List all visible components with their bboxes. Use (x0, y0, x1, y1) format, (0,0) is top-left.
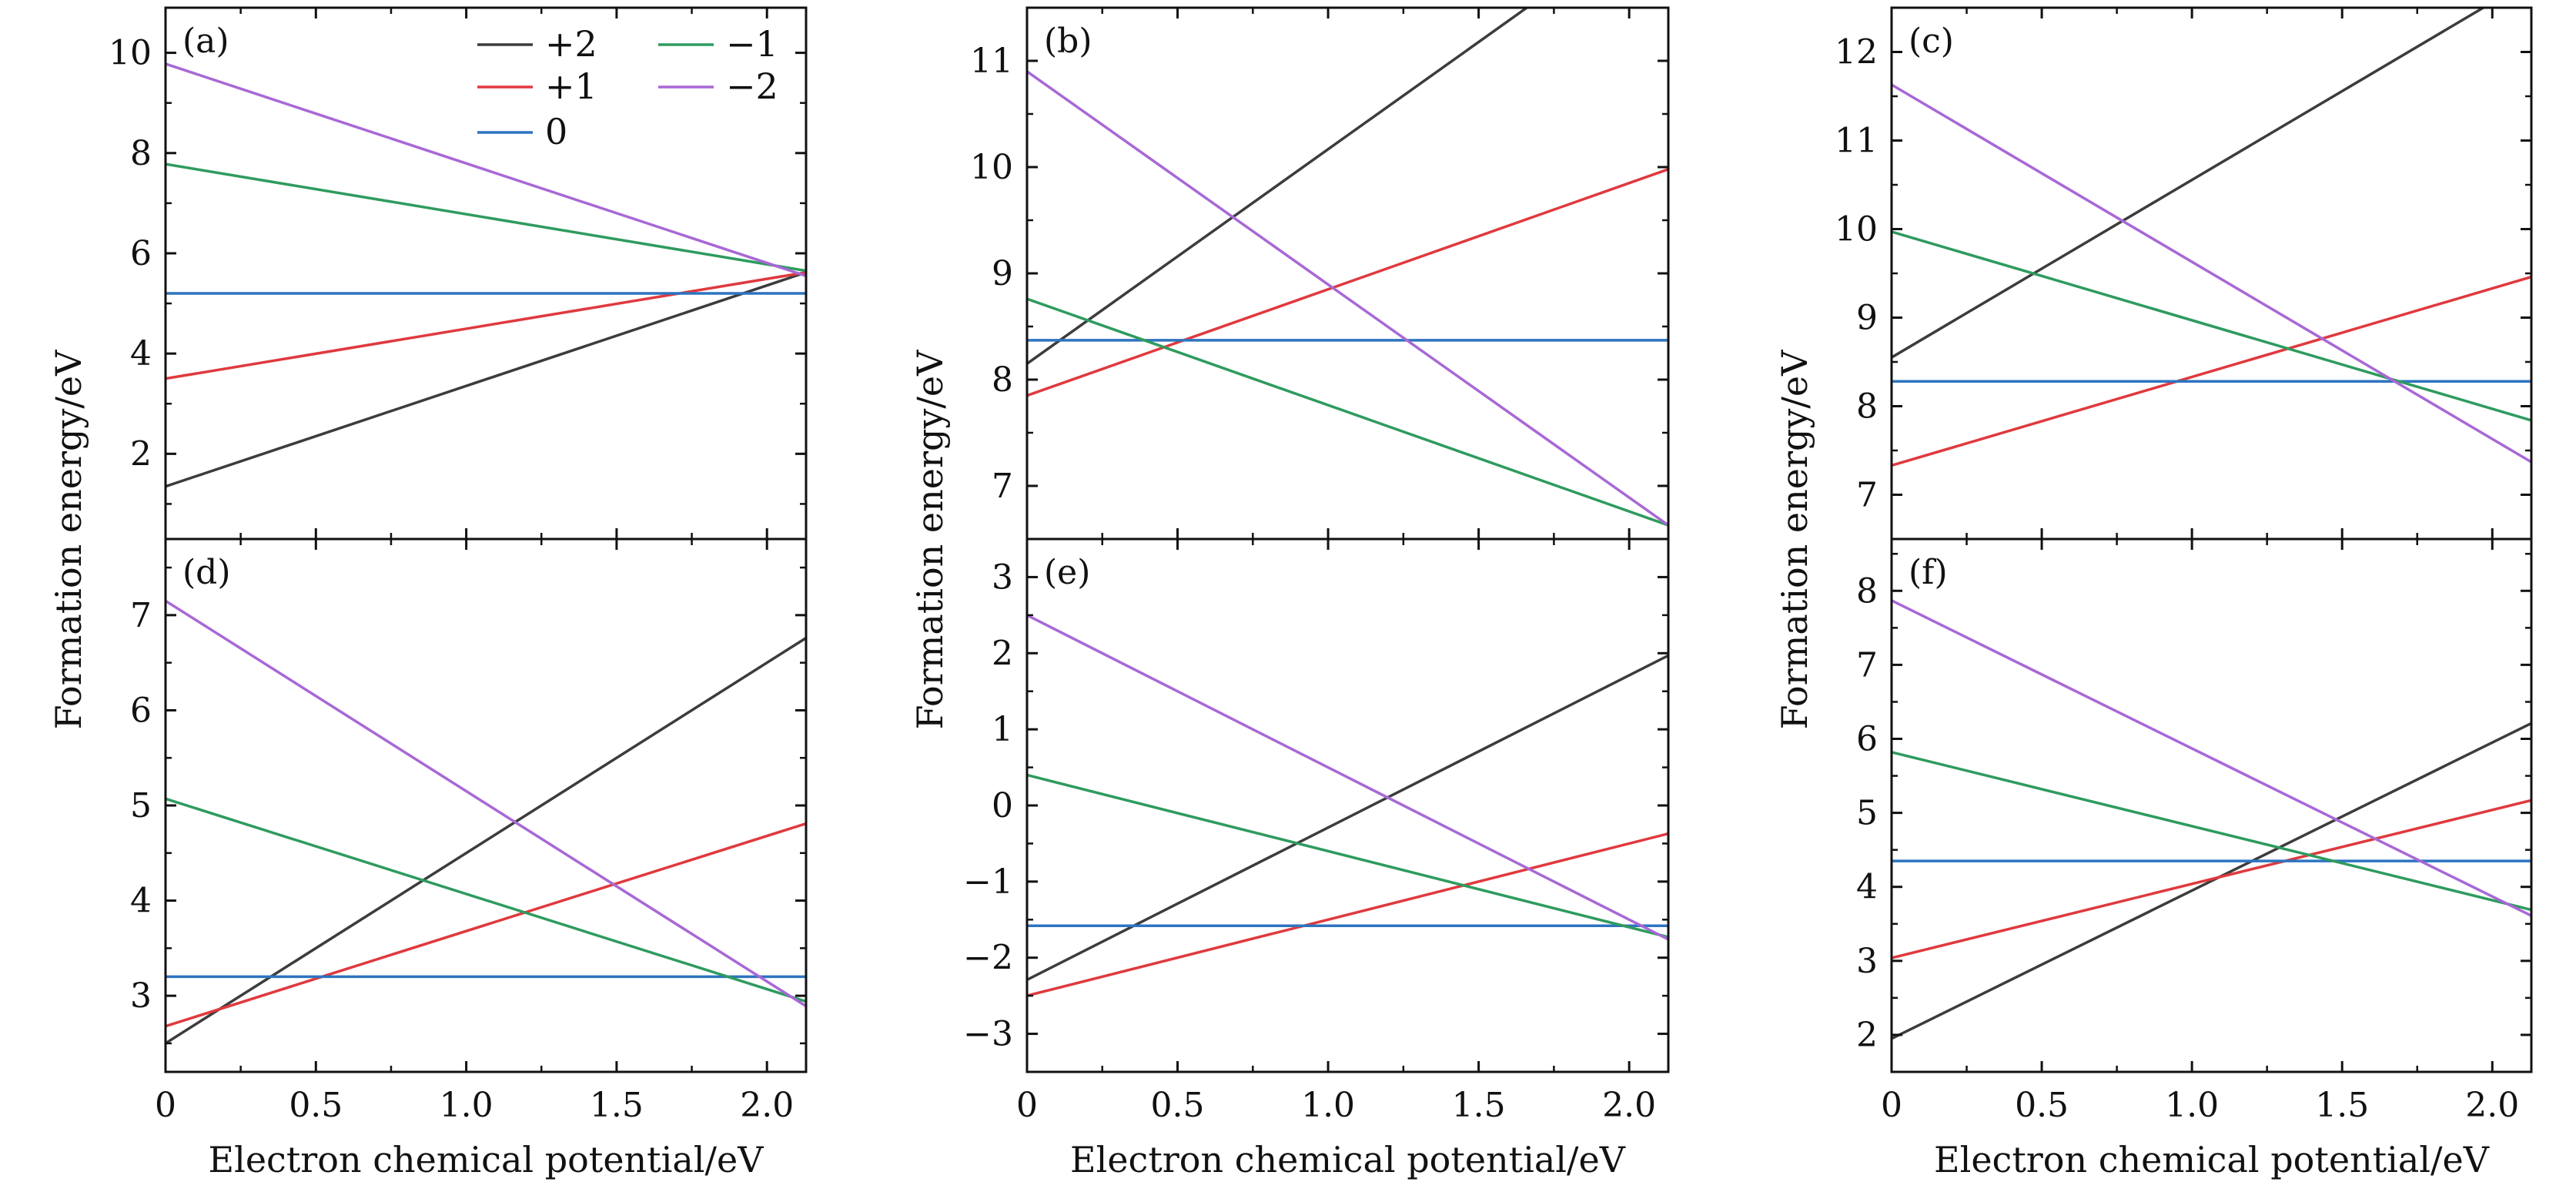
ylabel-column-1: Formation energy/eV (48, 350, 89, 729)
panel-a-series-minus2 (166, 62, 806, 277)
panel-f-series-minus1 (1892, 751, 2531, 912)
panel-a-series-plus2 (166, 271, 806, 488)
panel-f-ytick-label: 8 (1856, 571, 1878, 611)
panel-e-ytick-label: −3 (963, 1015, 1013, 1054)
panel-e-ytick-label: 3 (992, 558, 1013, 597)
ylabel-column-2: Formation energy/eV (909, 350, 951, 729)
panel-d-xlabel: Electron chemical potential/eV (209, 1139, 764, 1180)
panel-f-xtick-label: 1.0 (2165, 1086, 2219, 1125)
panel-c-ytick-label: 10 (1835, 210, 1878, 249)
panel-d-xtick-label: 0.5 (289, 1086, 343, 1125)
panel-d-ytick-label: 7 (130, 596, 152, 635)
panel-b-series-plus1 (1027, 168, 1668, 397)
panel-f-ytick-label: 7 (1856, 645, 1878, 685)
panel-c-ytick-label: 9 (1856, 299, 1878, 338)
panel-a-ytick-label: 4 (130, 334, 152, 373)
panel-b-ytick-label: 8 (992, 360, 1013, 400)
panel-d-ytick-label: 5 (130, 786, 152, 825)
panel-f-xtick-label: 1.5 (2315, 1086, 2369, 1125)
panel-a-ytick-label: 8 (130, 134, 152, 173)
panel-b-label: (b) (1044, 22, 1092, 61)
panel-f-series-plus1 (1892, 799, 2531, 959)
panel-e-xtick-label: 1.0 (1301, 1086, 1355, 1125)
panel-d-series-minus2 (166, 599, 806, 1008)
panel-d-ytick-label: 6 (130, 691, 152, 730)
panel-d-frame (164, 537, 808, 1073)
panel-b-ytick-label: 10 (970, 148, 1013, 187)
panel-d-xtick-label: 2.0 (740, 1086, 794, 1125)
panel-e-xlabel: Electron chemical potential/eV (1070, 1139, 1626, 1180)
panel-c-series-plus1 (1892, 275, 2531, 467)
panel-e-frame (1025, 537, 1670, 1073)
panel-f-series-minus2 (1892, 599, 2531, 917)
panel-f-ytick-label: 3 (1856, 942, 1878, 981)
panel-b-ytick-label: 11 (970, 42, 1013, 81)
legend-label-minus1: −1 (726, 23, 778, 65)
panel-c-ytick-label: 8 (1856, 387, 1878, 427)
panel-f-xtick-label: 0 (1881, 1086, 1902, 1125)
panel-b-series-plus2 (1027, 8, 1528, 365)
panel-c-label: (c) (1909, 22, 1954, 61)
panel-b-ytick-label: 7 (992, 467, 1013, 506)
panel-e-series-minus1 (1027, 773, 1668, 939)
panel-e-ytick-label: −1 (963, 862, 1013, 902)
legend-label-plus1: +1 (545, 65, 597, 107)
panel-f-frame (1890, 537, 2533, 1073)
panel-c-series-minus2 (1892, 83, 2531, 464)
legend-label-0: 0 (545, 111, 567, 152)
panel-e-xtick-label: 1.5 (1452, 1086, 1506, 1125)
panel-f-xtick-label: 0.5 (2015, 1086, 2069, 1125)
panel-c-ytick-label: 11 (1835, 122, 1878, 161)
panel-e-series-plus2 (1027, 654, 1668, 981)
panel-d-xtick-label: 1.5 (590, 1086, 644, 1125)
panel-a-ytick-label: 10 (109, 34, 152, 73)
panel-f-ytick-label: 2 (1856, 1016, 1878, 1055)
panel-f-label: (f) (1909, 553, 1948, 592)
panel-c-series-minus1 (1892, 230, 2531, 422)
panel-c-ytick-label: 7 (1856, 476, 1878, 515)
panel-e-xtick-label: 0.5 (1151, 1086, 1205, 1125)
panel-f-ytick-label: 6 (1856, 720, 1878, 759)
panel-d-series-minus1 (166, 797, 806, 1003)
panel-a-label: (a) (182, 22, 229, 61)
panel-f-ytick-label: 4 (1856, 868, 1878, 907)
panel-e-series-minus2 (1027, 614, 1668, 941)
panel-e-ytick-label: 1 (992, 710, 1013, 749)
panel-d-xtick-label: 0 (155, 1086, 176, 1125)
panel-a-series-minus1 (166, 162, 806, 273)
panel-e-series-plus1 (1027, 832, 1668, 997)
legend-label-minus2: −2 (726, 65, 778, 107)
panel-c-series-plus2 (1892, 8, 2484, 359)
panel-b-series-minus1 (1027, 297, 1668, 527)
panel-b-ytick-label: 9 (992, 254, 1013, 293)
panel-f-xtick-label: 2.0 (2465, 1086, 2519, 1125)
panel-e-label: (e) (1044, 553, 1090, 592)
panel-e-xtick-label: 0 (1016, 1086, 1038, 1125)
panel-f-xlabel: Electron chemical potential/eV (1934, 1139, 2490, 1180)
panel-a-series-plus1 (166, 270, 806, 380)
panel-e-ytick-label: −2 (963, 939, 1013, 978)
panel-d-ytick-label: 4 (130, 882, 152, 921)
panel-a-ytick-label: 6 (130, 234, 152, 273)
panel-d-ytick-label: 3 (130, 976, 152, 1016)
legend-label-plus2: +2 (545, 23, 597, 65)
panel-f-ytick-label: 5 (1856, 794, 1878, 833)
panel-c-ytick-label: 12 (1835, 33, 1878, 72)
panel-a-ytick-label: 2 (130, 434, 152, 474)
panel-e-ytick-label: 0 (992, 786, 1013, 825)
panel-d-xtick-label: 1.0 (440, 1086, 493, 1125)
ylabel-column-3: Formation energy/eV (1774, 350, 1815, 729)
panel-d-series-plus2 (166, 637, 806, 1045)
panel-e-ytick-label: 2 (992, 634, 1013, 673)
panel-d-series-plus1 (166, 822, 806, 1028)
panel-b-series-minus2 (1027, 70, 1668, 527)
panel-d-label: (d) (182, 553, 231, 592)
panel-e-xtick-label: 2.0 (1602, 1086, 1656, 1125)
panel-f-series-plus2 (1892, 722, 2531, 1040)
panel-b-frame (1025, 6, 1670, 541)
